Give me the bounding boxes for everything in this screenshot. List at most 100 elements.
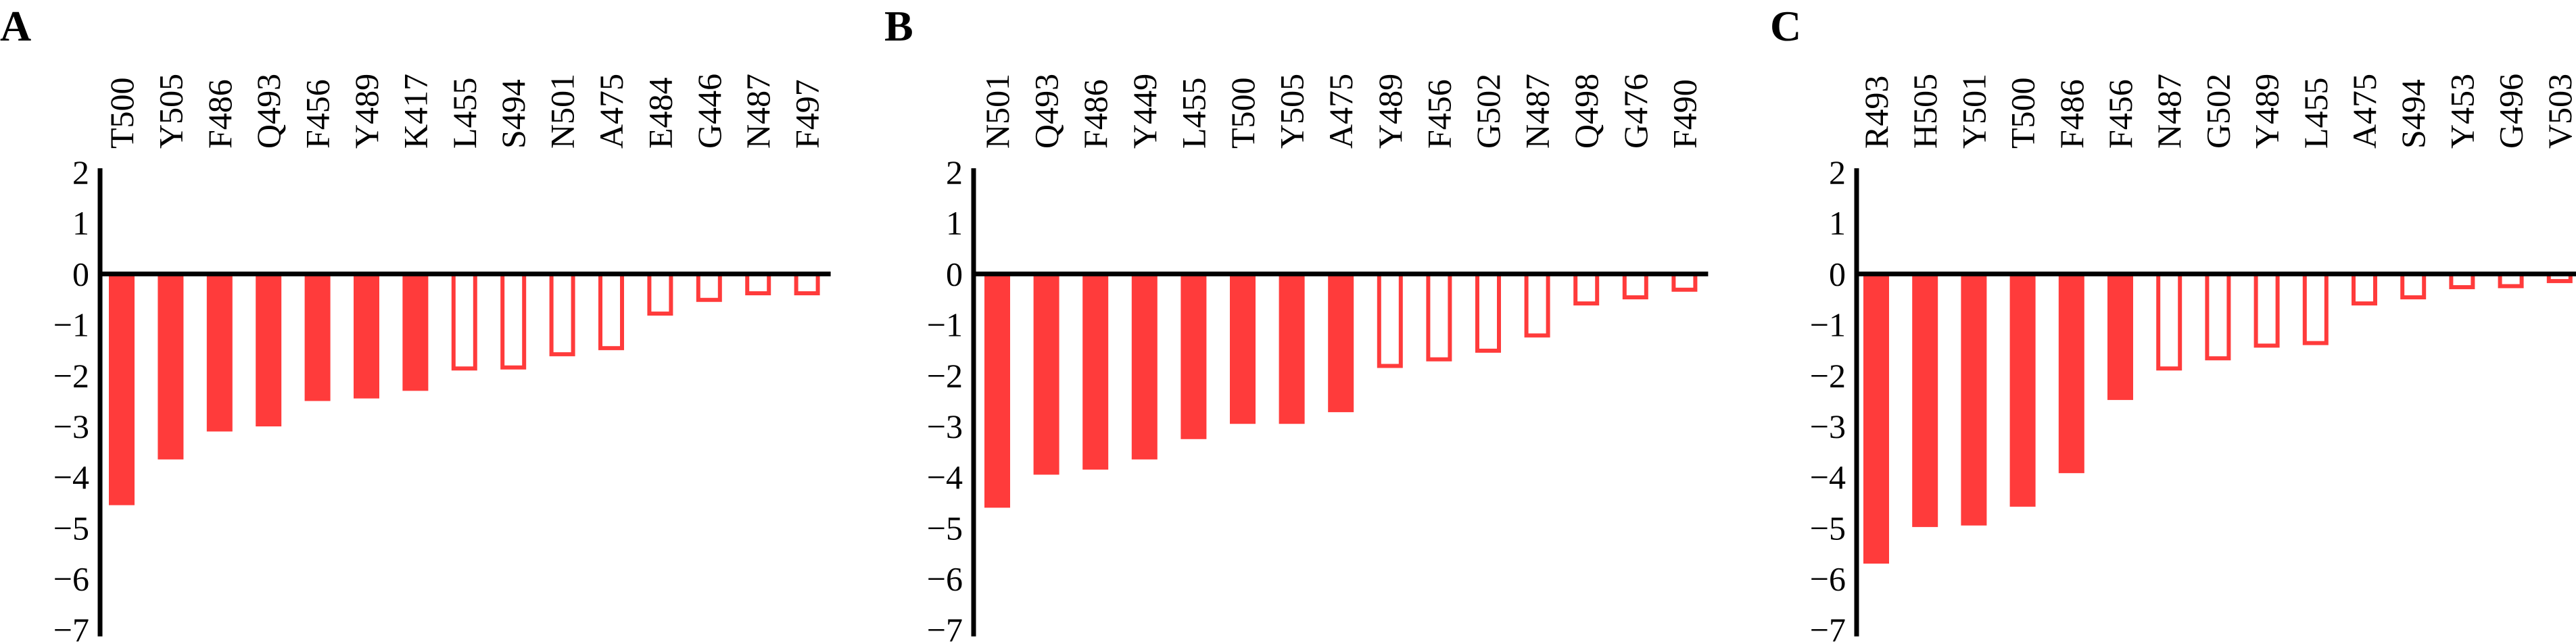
chart-panel-a: A 2 1 0 −1 −2 −3 −4 −5 −6 −7 T500 Y505 F486 Q493 F456 Y4… — [0, 2, 831, 644]
category-label: F497 — [788, 79, 826, 149]
panel-label: A — [0, 2, 31, 50]
chart-panel-b: B 2 1 0 −1 −2 −3 −4 −5 −6 −7 N501 Q493 F486 Y449 L455 T5… — [884, 2, 1709, 644]
category-label: Y449 — [1126, 74, 1164, 149]
chart-panel-c: C 2 1 0 −1 −2 −3 −4 −5 −6 −7 R493 H505 Y501 T500 F486 F4… — [1770, 2, 2576, 644]
y-tick-label: −6 — [53, 560, 89, 598]
category-label: L455 — [1174, 77, 1212, 149]
y-tick-label: 1 — [1829, 204, 1846, 242]
category-label: F456 — [2101, 79, 2139, 149]
y-tick-label: 2 — [946, 153, 963, 191]
bar-q498 — [1573, 272, 1600, 306]
y-tick-label: 0 — [946, 255, 963, 293]
y-tick-label: 0 — [1829, 255, 1846, 293]
bar-t500 — [2009, 274, 2036, 507]
bar-g502 — [2205, 272, 2231, 361]
category-label: Y489 — [348, 74, 385, 149]
y-tick-label: −2 — [927, 357, 963, 395]
bar-h505 — [1912, 274, 1938, 527]
bar-a475 — [598, 272, 624, 351]
bar-f456 — [1426, 272, 1452, 362]
category-label: F490 — [1665, 79, 1703, 149]
panel-label: C — [1770, 2, 1801, 50]
category-label: Q498 — [1567, 74, 1605, 149]
category-label: K417 — [396, 74, 434, 149]
y-tick-label: −7 — [1810, 611, 1846, 644]
category-label: T500 — [1224, 77, 1262, 149]
y-tick-label: −4 — [53, 458, 89, 496]
y-tick-label: 2 — [1829, 153, 1846, 191]
y-tick-label: 2 — [72, 153, 89, 191]
bar-y505 — [158, 274, 184, 460]
category-label: G496 — [2492, 74, 2530, 149]
y-tick-label: −2 — [53, 357, 89, 395]
category-label: L455 — [2297, 77, 2335, 149]
bar-y505 — [1279, 274, 1305, 424]
category-label: F486 — [2053, 79, 2091, 149]
category-label: N501 — [544, 74, 581, 149]
panel-label: B — [884, 2, 913, 50]
bar-f486 — [206, 274, 233, 432]
category-label: T500 — [103, 77, 141, 149]
category-label: F456 — [1420, 79, 1458, 149]
bar-q493 — [1033, 274, 1059, 475]
y-tick-label: −1 — [927, 306, 963, 344]
bar-y501 — [1961, 274, 1987, 526]
category-label: Q493 — [1028, 74, 1066, 149]
category-label: S494 — [2394, 79, 2432, 149]
category-label: G446 — [690, 74, 728, 149]
category-label: Y505 — [1273, 74, 1311, 149]
bar-n501 — [984, 274, 1010, 508]
category-label: E484 — [641, 77, 679, 149]
y-tick-label: −4 — [1810, 458, 1846, 496]
bar-n487 — [745, 272, 771, 295]
category-label: A475 — [2345, 74, 2383, 149]
category-label: G476 — [1617, 74, 1654, 149]
category-label: N487 — [2150, 74, 2188, 149]
category-label: A475 — [1322, 74, 1360, 149]
category-label: N487 — [1519, 74, 1556, 149]
y-tick-label: 1 — [946, 204, 963, 242]
category-label: N487 — [739, 74, 777, 149]
y-tick-label: −4 — [927, 458, 963, 496]
y-tick-label: −3 — [1810, 407, 1846, 445]
bar-g502 — [1475, 272, 1501, 353]
y-tick-label: −5 — [927, 509, 963, 547]
category-label: F456 — [299, 79, 337, 149]
y-tick-label: −6 — [927, 560, 963, 598]
category-label: R493 — [1857, 76, 1895, 149]
y-tick-label: −5 — [1810, 509, 1846, 547]
bar-s494 — [2400, 272, 2427, 299]
bar-q493 — [256, 274, 282, 426]
bar-n487 — [2156, 272, 2183, 371]
bar-y489 — [2253, 272, 2280, 348]
bar-k417 — [402, 274, 429, 391]
category-label: Y453 — [2443, 74, 2481, 149]
bar-f456 — [2107, 274, 2133, 400]
category-label: V503 — [2541, 74, 2576, 149]
y-tick-label: −1 — [1810, 306, 1846, 344]
y-tick-label: −3 — [53, 407, 89, 445]
category-label: Q493 — [249, 74, 287, 149]
category-label: A475 — [592, 74, 630, 149]
bar-y449 — [1131, 274, 1158, 460]
bar-f497 — [794, 272, 820, 295]
y-tick-label: −5 — [53, 509, 89, 547]
y-tick-label: −6 — [1810, 560, 1846, 598]
bar-a475 — [1328, 274, 1354, 412]
category-label: G502 — [1469, 74, 1507, 149]
y-tick-label: 0 — [72, 255, 89, 293]
y-tick-label: −3 — [927, 407, 963, 445]
bar-t500 — [1230, 274, 1256, 424]
bar-f486 — [2058, 274, 2084, 474]
bar-y489 — [1377, 272, 1403, 368]
category-label: F486 — [201, 79, 239, 149]
bar-g446 — [696, 272, 722, 302]
bar-n487 — [1524, 272, 1550, 338]
category-label: L455 — [446, 77, 483, 149]
bar-f486 — [1082, 274, 1109, 470]
category-label: S494 — [494, 79, 532, 149]
y-tick-label: −7 — [53, 611, 89, 644]
category-label: Y505 — [151, 74, 189, 149]
bar-a475 — [2352, 272, 2377, 306]
